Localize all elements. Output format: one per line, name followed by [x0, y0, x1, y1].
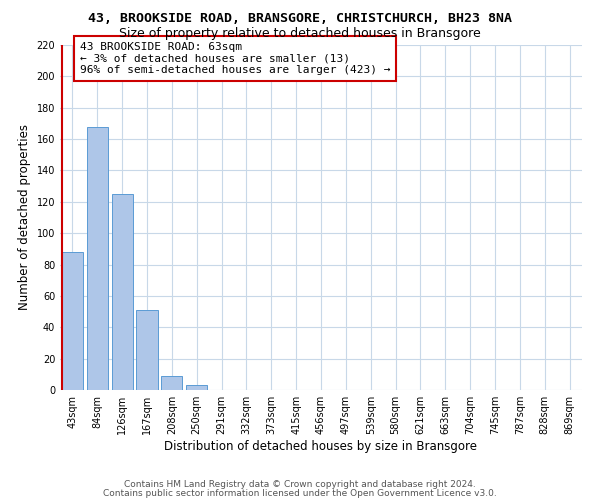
Text: Size of property relative to detached houses in Bransgore: Size of property relative to detached ho… [119, 28, 481, 40]
X-axis label: Distribution of detached houses by size in Bransgore: Distribution of detached houses by size … [164, 440, 478, 453]
Bar [186, 386, 207, 390]
Y-axis label: Number of detached properties: Number of detached properties [18, 124, 31, 310]
Bar [161, 376, 182, 390]
Text: 43, BROOKSIDE ROAD, BRANSGORE, CHRISTCHURCH, BH23 8NA: 43, BROOKSIDE ROAD, BRANSGORE, CHRISTCHU… [88, 12, 512, 26]
Text: 43 BROOKSIDE ROAD: 63sqm
← 3% of detached houses are smaller (13)
96% of semi-de: 43 BROOKSIDE ROAD: 63sqm ← 3% of detache… [80, 42, 391, 75]
Bar [136, 310, 158, 390]
Text: Contains HM Land Registry data © Crown copyright and database right 2024.: Contains HM Land Registry data © Crown c… [124, 480, 476, 489]
Bar [87, 126, 108, 390]
Bar [62, 252, 83, 390]
Text: Contains public sector information licensed under the Open Government Licence v3: Contains public sector information licen… [103, 488, 497, 498]
Bar [112, 194, 133, 390]
